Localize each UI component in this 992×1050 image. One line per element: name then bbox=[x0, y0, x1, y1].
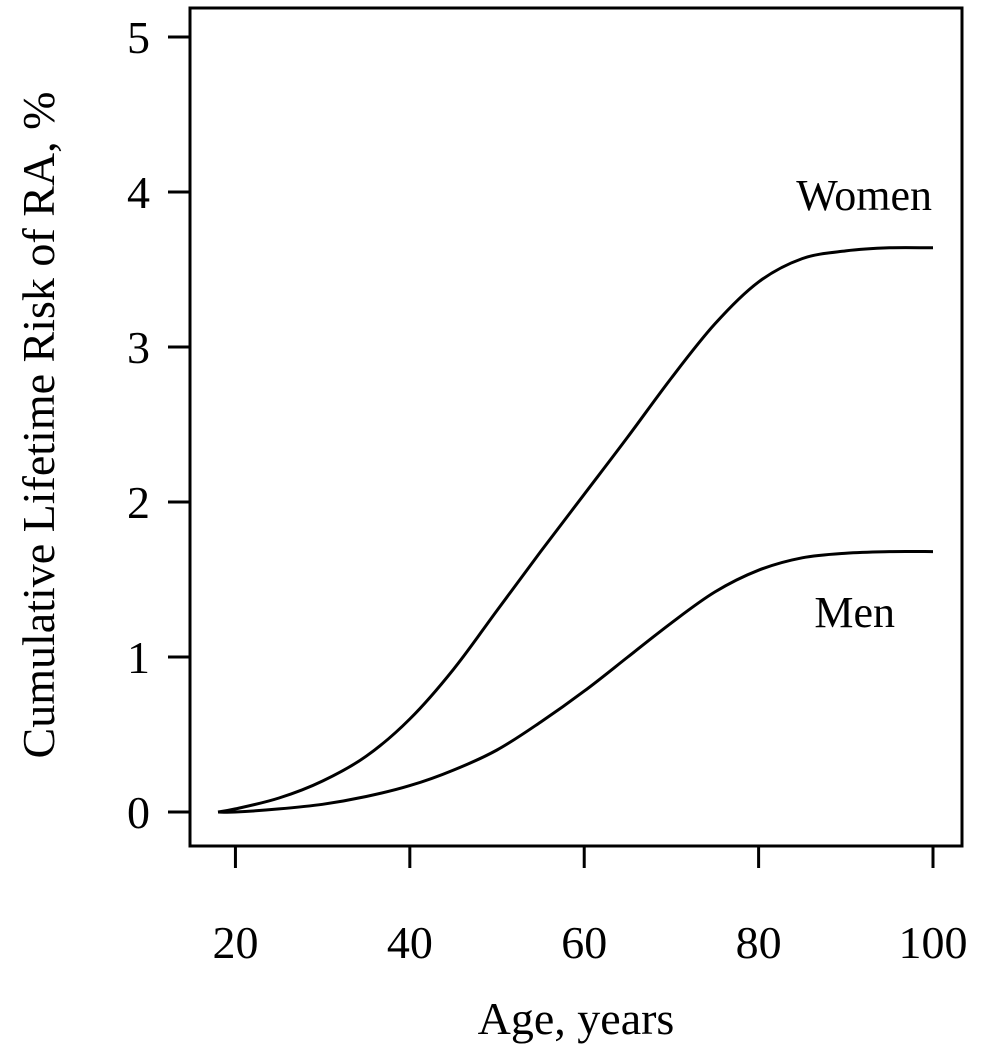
series-label-men: Men bbox=[814, 588, 895, 637]
plot-frame bbox=[188, 6, 964, 848]
series-line-women bbox=[217, 246, 934, 814]
x-tick-label: 60 bbox=[561, 917, 607, 968]
y-tick-label: 5 bbox=[127, 12, 150, 63]
y-tick-label: 0 bbox=[127, 787, 150, 838]
y-tick-label: 2 bbox=[127, 477, 150, 528]
x-axis-title: Age, years bbox=[478, 993, 675, 1044]
y-axis: 0 1 2 3 4 5 bbox=[127, 12, 190, 838]
y-tick-label: 4 bbox=[127, 167, 150, 218]
series-layer: Women Men bbox=[217, 171, 934, 814]
series-label-women: Women bbox=[796, 171, 932, 220]
y-axis-title: Cumulative Lifetime Risk of RA, % bbox=[13, 92, 64, 759]
y-tick-label: 1 bbox=[127, 632, 150, 683]
x-tick-label: 100 bbox=[899, 917, 968, 968]
series-line-men bbox=[217, 549, 934, 814]
x-tick-label: 40 bbox=[387, 917, 433, 968]
x-axis: 20 40 60 80 100 bbox=[212, 846, 968, 968]
x-tick-label: 80 bbox=[736, 917, 782, 968]
x-tick-label: 20 bbox=[212, 917, 258, 968]
y-tick-label: 3 bbox=[127, 322, 150, 373]
